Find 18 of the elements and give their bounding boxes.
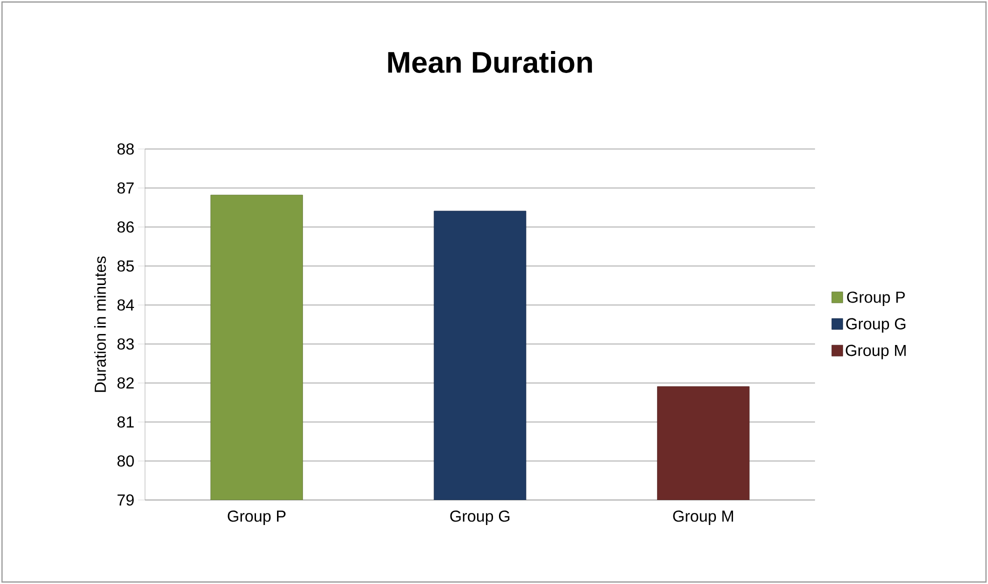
legend-label: Group M [846,344,906,360]
y-axis-title: Duration in minutes [94,256,106,392]
legend-label: Group G [846,318,906,333]
x-tick-label: Group G [450,510,510,525]
y-tick-label: 85 [117,260,134,272]
y-tick-label: 84 [117,299,134,311]
legend-label: Group P [847,292,905,306]
y-tick-label: 82 [117,377,134,389]
y-tick-label: 86 [117,221,134,233]
chart-title: Mean Duration [388,51,592,73]
y-tick-label: 79 [118,494,134,506]
y-tick-label: 83 [117,338,134,350]
x-tick-label: Group M [673,510,734,525]
y-tick-label: 80 [117,455,134,467]
x-tick-label: Group P [228,510,286,525]
y-tick-label: 81 [117,416,134,428]
y-tick-label: 88 [117,143,134,155]
y-tick-label: 87 [117,182,134,194]
